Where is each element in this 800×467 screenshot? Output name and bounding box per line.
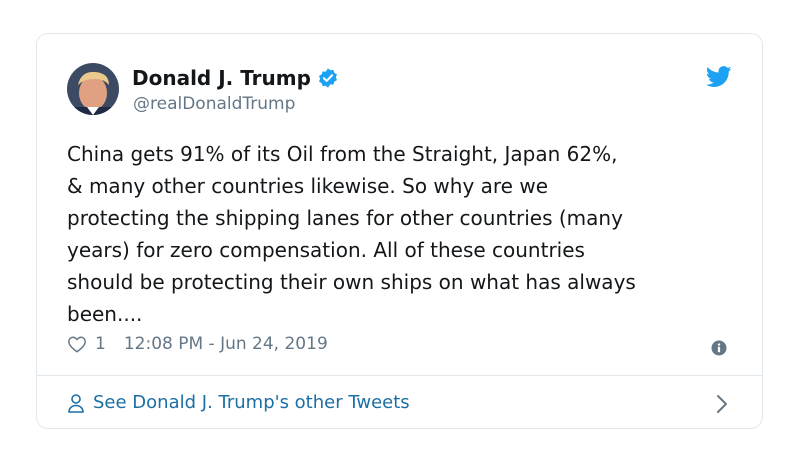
info-icon[interactable] xyxy=(711,340,727,356)
avatar[interactable] xyxy=(67,63,119,115)
author-handle[interactable]: @realDonaldTrump xyxy=(133,94,296,114)
tweet-text: China gets 91% of its Oil from the Strai… xyxy=(67,142,636,326)
tweet-timestamp[interactable]: 12:08 PM - Jun 24, 2019 xyxy=(123,334,328,354)
tweet-meta: 1 12:08 PM - Jun 24, 2019 xyxy=(67,334,328,354)
verified-badge-icon xyxy=(317,67,339,89)
divider xyxy=(37,375,762,376)
author-name-text: Donald J. Trump xyxy=(132,66,311,90)
author-name[interactable]: Donald J. Trump xyxy=(132,66,339,90)
chevron-right-icon[interactable] xyxy=(716,394,728,414)
see-other-tweets-link[interactable]: See Donald J. Trump's other Tweets xyxy=(67,392,410,413)
embedded-tweet-card: Donald J. Trump @realDonaldTrump China g… xyxy=(36,33,763,429)
twitter-bird-icon[interactable] xyxy=(706,66,732,88)
like-count[interactable]: 1 xyxy=(95,334,106,354)
see-other-tweets-label: See Donald J. Trump's other Tweets xyxy=(93,392,410,413)
heart-icon[interactable] xyxy=(67,335,87,353)
person-icon xyxy=(67,393,85,413)
